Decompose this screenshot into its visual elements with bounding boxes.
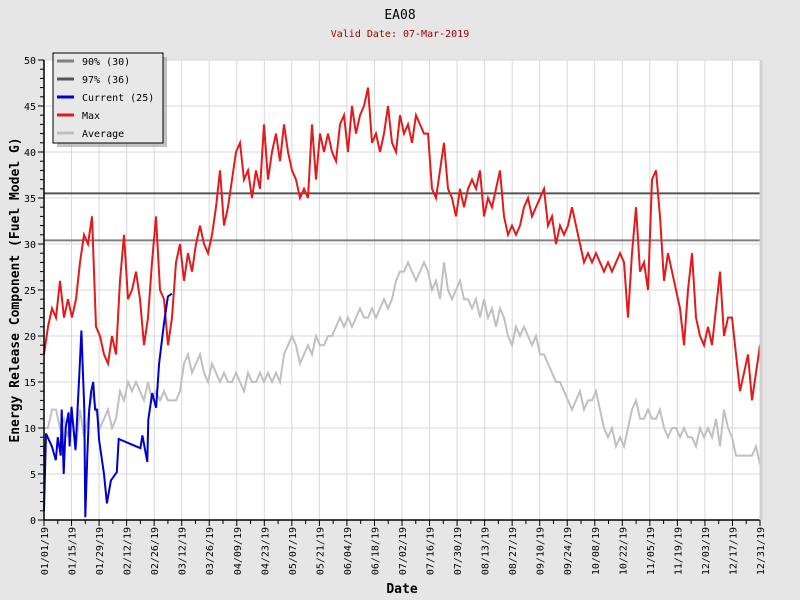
legend-label: 90% (30) bbox=[82, 57, 130, 68]
x-tick-label: 04/23/19 bbox=[260, 527, 271, 575]
x-tick-label: 07/02/19 bbox=[398, 527, 409, 575]
legend-label: Current (25) bbox=[82, 93, 154, 104]
x-tick-label: 10/22/19 bbox=[618, 527, 629, 575]
x-tick-label: 04/09/19 bbox=[233, 527, 244, 575]
series-lines bbox=[43, 87, 761, 518]
x-tick-label: 05/07/19 bbox=[288, 527, 299, 575]
y-axis-title: Energy Release Component (Fuel Model G) bbox=[8, 137, 23, 442]
y-tick-label: 15 bbox=[24, 378, 36, 389]
x-tick-label: 12/31/19 bbox=[756, 527, 767, 575]
x-tick-label: 06/04/19 bbox=[343, 527, 354, 575]
x-tick-label: 01/29/19 bbox=[95, 527, 106, 575]
x-tick-label: 01/01/19 bbox=[40, 527, 51, 575]
y-tick-label: 5 bbox=[30, 470, 36, 481]
legend-label: 97% (36) bbox=[82, 75, 130, 86]
y-tick-label: 40 bbox=[24, 148, 36, 159]
y-tick-label: 20 bbox=[24, 332, 36, 343]
x-tick-label: 12/03/19 bbox=[701, 527, 712, 575]
chart-subtitle: Valid Date: 07-Mar-2019 bbox=[331, 29, 469, 40]
y-tick-label: 25 bbox=[24, 286, 36, 297]
x-tick-label: 09/10/19 bbox=[536, 527, 547, 575]
legend: 90% (30) 97% (36) Current (25) Max Average bbox=[52, 52, 167, 147]
y-tick-label: 10 bbox=[24, 424, 36, 435]
x-tick-label: 02/12/19 bbox=[123, 527, 134, 575]
x-tick-label: 08/27/19 bbox=[508, 527, 519, 575]
x-tick-label: 02/26/19 bbox=[150, 527, 161, 575]
x-tick-label: 11/05/19 bbox=[646, 527, 657, 575]
y-tick-label: 0 bbox=[30, 516, 36, 527]
x-tick-label: 10/08/19 bbox=[591, 527, 602, 575]
series-line-max bbox=[43, 87, 761, 401]
x-tick-label: 05/21/19 bbox=[315, 527, 326, 575]
x-tick-label: 06/18/19 bbox=[370, 527, 381, 575]
x-tick-label: 03/26/19 bbox=[205, 527, 216, 575]
x-tick-label: 07/30/19 bbox=[453, 527, 464, 575]
legend-label: Average bbox=[82, 129, 124, 140]
x-tick-label: 07/16/19 bbox=[426, 527, 437, 575]
x-axis-title: Date bbox=[386, 582, 417, 597]
x-tick-label: 11/19/19 bbox=[673, 527, 684, 575]
threshold-lines bbox=[44, 192, 760, 242]
x-tick-label: 03/12/19 bbox=[178, 527, 189, 575]
y-tick-label: 30 bbox=[24, 240, 36, 251]
y-tick-label: 50 bbox=[24, 56, 36, 67]
chart-title: EA08 bbox=[384, 8, 415, 23]
x-tick-label: 08/13/19 bbox=[481, 527, 492, 575]
series-line-current bbox=[43, 292, 173, 518]
legend-label: Max bbox=[82, 111, 100, 122]
y-tick-label: 45 bbox=[24, 102, 36, 113]
x-tick-label: 12/17/19 bbox=[728, 527, 739, 575]
y-tick-label: 35 bbox=[24, 194, 36, 205]
x-tick-label: 01/15/19 bbox=[68, 527, 79, 575]
series-line-average bbox=[44, 259, 761, 466]
axes: 0 5 10 15 20 25 30 35 40 45 50 01/01/19 01/15/19 01/2… bbox=[24, 56, 767, 575]
grid bbox=[43, 59, 761, 521]
x-tick-label: 09/24/19 bbox=[563, 527, 574, 575]
